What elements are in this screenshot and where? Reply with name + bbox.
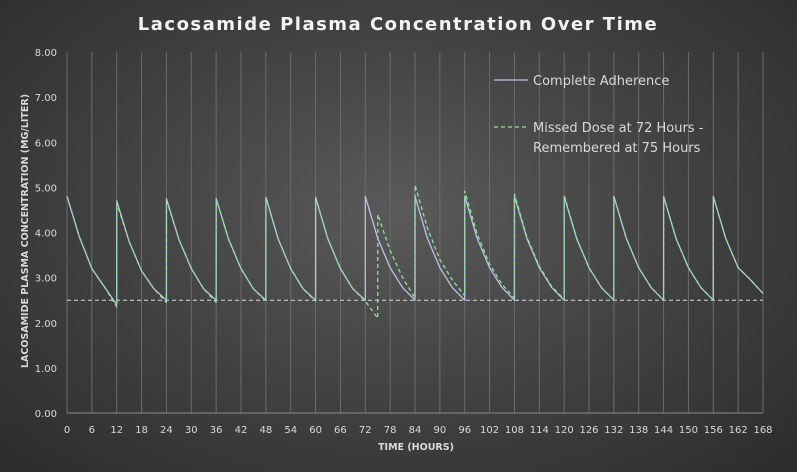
- x-tick-label: 0: [64, 425, 70, 436]
- x-axis-title: TIME (HOURS): [378, 442, 454, 453]
- y-tick-label: 8.00: [35, 48, 57, 59]
- x-axis-ticks: 0 6 12 18 24 30 36 42 48 54 60 66 72 78 84 90 96 102 108 11…: [64, 425, 773, 436]
- x-tick-label: 36: [210, 425, 223, 436]
- y-tick-label: 5.00: [35, 183, 57, 194]
- x-tick-label: 138: [629, 425, 648, 436]
- x-tick-label: 120: [555, 425, 574, 436]
- x-tick-label: 168: [753, 425, 772, 436]
- legend-label-complete-adherence: Complete Adherence: [533, 74, 669, 89]
- y-tick-label: 0.00: [35, 409, 57, 420]
- y-tick-label: 7.00: [35, 93, 57, 104]
- x-tick-label: 6: [89, 425, 95, 436]
- series-line-missed-dose: [66, 184, 764, 319]
- x-tick-label: 60: [309, 425, 322, 436]
- x-tick-label: 48: [259, 425, 272, 436]
- x-tick-label: 102: [480, 425, 499, 436]
- x-tick-label: 18: [135, 425, 148, 436]
- x-tick-label: 114: [530, 425, 549, 436]
- x-tick-label: 84: [409, 425, 422, 436]
- x-tick-label: 54: [284, 425, 297, 436]
- y-axis-ticks: 0.00 1.00 2.00 3.00 4.00 5.00 6.00 7.00 8.00: [35, 48, 57, 420]
- x-tick-label: 90: [433, 425, 446, 436]
- y-tick-label: 6.00: [35, 138, 57, 149]
- x-tick-label: 72: [359, 425, 372, 436]
- legend: Complete Adherence Missed Dose at 72 Hou…: [494, 74, 708, 156]
- x-tick-label: 24: [160, 425, 173, 436]
- series-group: [66, 184, 764, 319]
- y-tick-label: 3.00: [35, 274, 57, 285]
- y-tick-label: 1.00: [35, 364, 57, 375]
- x-tick-label: 78: [384, 425, 397, 436]
- x-tick-label: 42: [235, 425, 248, 436]
- legend-label-missed-dose: Missed Dose at 72 Hours - Remembered at …: [533, 121, 708, 156]
- x-tick-label: 30: [185, 425, 198, 436]
- y-axis-title: LACOSAMIDE PLASMA CONCENTRATION (MG/LITE…: [20, 94, 31, 368]
- x-tick-label: 144: [654, 425, 673, 436]
- x-tick-label: 12: [110, 425, 123, 436]
- x-tick-label: 96: [458, 425, 471, 436]
- x-tick-label: 108: [505, 425, 524, 436]
- x-tick-label: 156: [704, 425, 723, 436]
- y-tick-label: 2.00: [35, 319, 57, 330]
- y-tick-label: 4.00: [35, 229, 57, 240]
- x-tick-label: 126: [579, 425, 598, 436]
- x-tick-label: 132: [604, 425, 623, 436]
- x-tick-label: 162: [729, 425, 748, 436]
- x-tick-label: 66: [334, 425, 347, 436]
- chart-title: Lacosamide Plasma Concentration Over Tim…: [138, 14, 658, 35]
- x-tick-label: 150: [679, 425, 698, 436]
